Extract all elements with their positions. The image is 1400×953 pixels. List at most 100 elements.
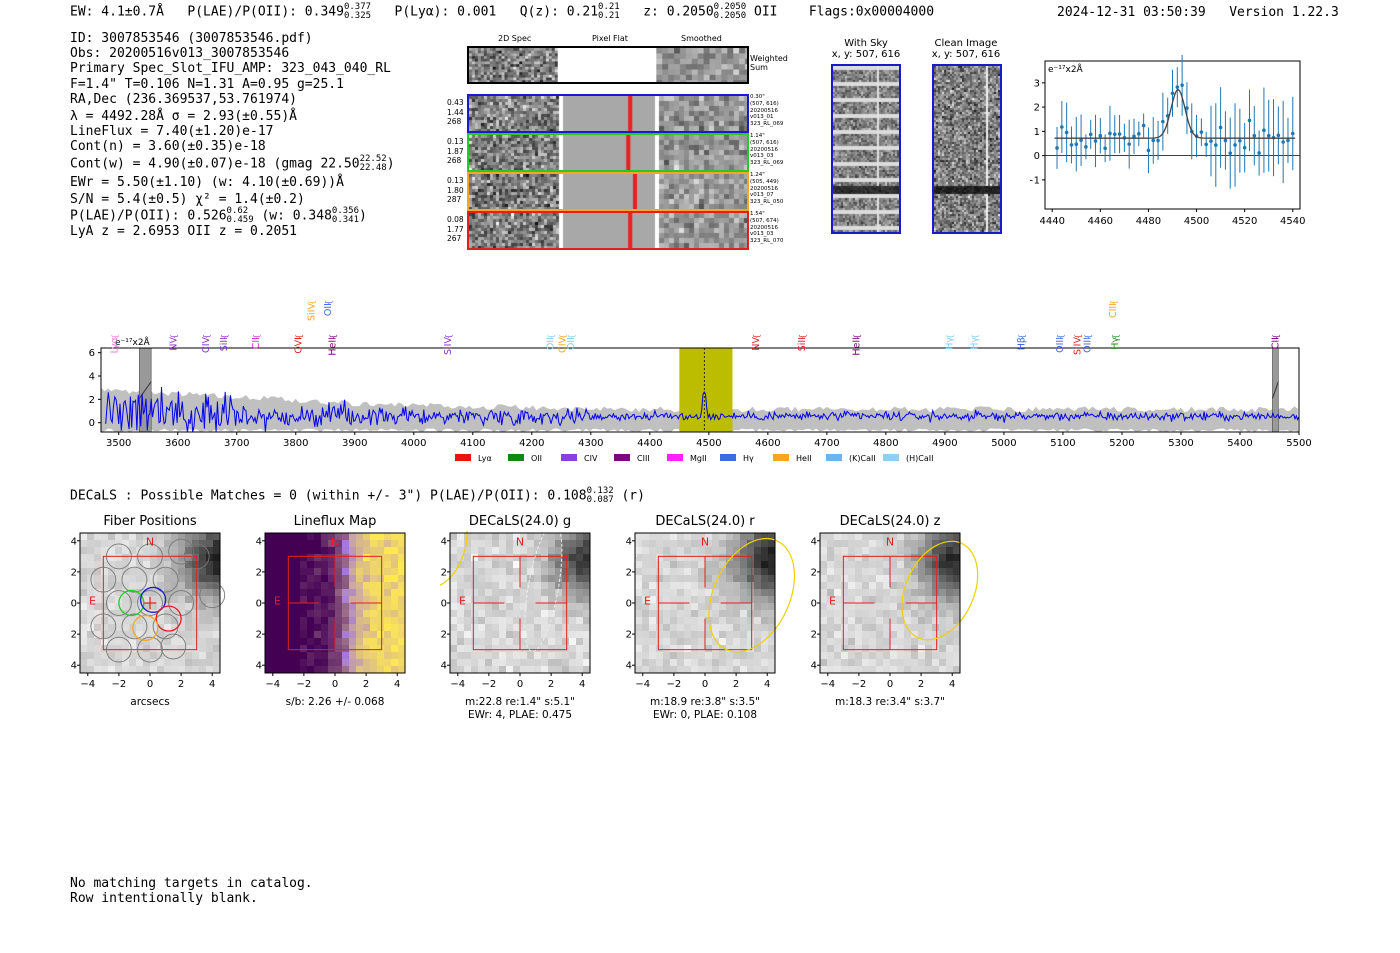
cutout-pixel (136, 547, 144, 555)
cutout-pixel (80, 561, 88, 569)
cutout-pixel (122, 533, 130, 541)
cutout-pixel (834, 652, 842, 660)
lineflux-pixel (314, 603, 322, 611)
cutout-pixel (733, 645, 741, 653)
cutout-pixel (642, 575, 650, 583)
cutout-pixel (642, 603, 650, 611)
cutout-pixel (768, 554, 776, 562)
cutout-pixel (911, 617, 919, 625)
cutout-pixel (918, 568, 926, 576)
cutout-pixel (953, 610, 961, 618)
lineflux-pixel (363, 645, 371, 653)
zoom-data-point (1079, 138, 1083, 143)
cutout-pixel (848, 554, 856, 562)
cutout-pixel (855, 666, 863, 674)
cutout-pixel (932, 561, 940, 569)
cutout-pixel (192, 575, 200, 583)
cutout-pixel (548, 533, 556, 541)
lineflux-pixel (398, 589, 406, 597)
lineflux-pixel (384, 610, 392, 618)
cutout-pixel (747, 603, 755, 611)
panel-ytick-label: −2 (440, 630, 447, 641)
lineflux-pixel (363, 540, 371, 548)
spectrum-legend-label: HeII (796, 454, 812, 463)
cutout-pixel (827, 652, 835, 660)
cutout-pixel (520, 645, 528, 653)
cutout-pixel (576, 631, 584, 639)
cutout-pixel (206, 624, 214, 632)
cutout-pixel (827, 540, 835, 548)
cutout-pixel (94, 554, 102, 562)
cutout-pixel (827, 568, 835, 576)
lineflux-pixel (300, 540, 308, 548)
cutout-pixel (576, 575, 584, 583)
cutout-pixel (157, 666, 165, 674)
lineflux-pixel (370, 603, 378, 611)
cutout-pixel (157, 659, 165, 667)
lineflux-pixel (370, 596, 378, 604)
cutout-pixel (485, 582, 493, 590)
lineflux-pixel (321, 617, 329, 625)
panel-ytick-label: 4 (441, 536, 447, 547)
cutout-pixel (897, 582, 905, 590)
cutout-pixel (562, 624, 570, 632)
lineflux-pixel (279, 617, 287, 625)
cutout-pixel (562, 610, 570, 618)
cutout-pixel (820, 596, 828, 604)
lineflux-pixel (286, 666, 294, 674)
cutout-pixel (101, 645, 109, 653)
cutout-pixel (199, 603, 207, 611)
cutout-pixel (136, 568, 144, 576)
cutout-pixel (555, 617, 563, 625)
panel-ytick-label: 2 (626, 567, 632, 578)
lineflux-pixel (356, 540, 364, 548)
header-z-line: OII (754, 4, 778, 20)
cutout-pixel (869, 645, 877, 653)
cutout-pixel (953, 575, 961, 583)
cutout-pixel (87, 596, 95, 604)
cutout-pixel (848, 547, 856, 555)
cutout-pixel (150, 533, 158, 541)
cutout-pixel (740, 610, 748, 618)
cutout-pixel (649, 659, 657, 667)
panel-xtick-label: −4 (635, 679, 650, 690)
cutout-pixel (499, 645, 507, 653)
cutout-pixel (471, 589, 479, 597)
cutout-pixel (192, 589, 200, 597)
cutout-pixel (890, 575, 898, 583)
zoom-data-point (1137, 132, 1141, 136)
cutout-pixel (213, 666, 221, 674)
cutout-pixel (698, 631, 706, 639)
cutout-pixel (925, 554, 933, 562)
cutout-pixel (691, 638, 699, 646)
cutout-pixel (869, 533, 877, 541)
cutout-pixel (841, 582, 849, 590)
cutout-pixel (726, 652, 734, 660)
cutout-pixel (150, 617, 158, 625)
cutout-pixel (499, 533, 507, 541)
cutout-pixel (698, 540, 706, 548)
zoom-data-point (1218, 125, 1223, 130)
cutout-pixel (199, 596, 207, 604)
cutout-pixel (478, 540, 486, 548)
cutout-pixel (94, 617, 102, 625)
cutout-pixel (485, 631, 493, 639)
lineflux-pixel (307, 582, 315, 590)
lineflux-pixel (342, 568, 350, 576)
lineflux-pixel (363, 652, 371, 660)
cutout-pixel (108, 610, 116, 618)
clean-image (932, 64, 1002, 234)
cutout-pixel (192, 554, 200, 562)
cutout-pixel (677, 659, 685, 667)
cutout-pixel (656, 582, 664, 590)
cutout-pixel (213, 645, 221, 653)
cutout-pixel (705, 568, 713, 576)
lineflux-pixel (328, 645, 336, 653)
cutout-pixel (527, 659, 535, 667)
cutout-pixel (754, 568, 762, 576)
cutout-pixel (911, 666, 919, 674)
cutout-pixel (862, 631, 870, 639)
cutout-pixel (520, 533, 528, 541)
cutout-pixel (506, 645, 514, 653)
